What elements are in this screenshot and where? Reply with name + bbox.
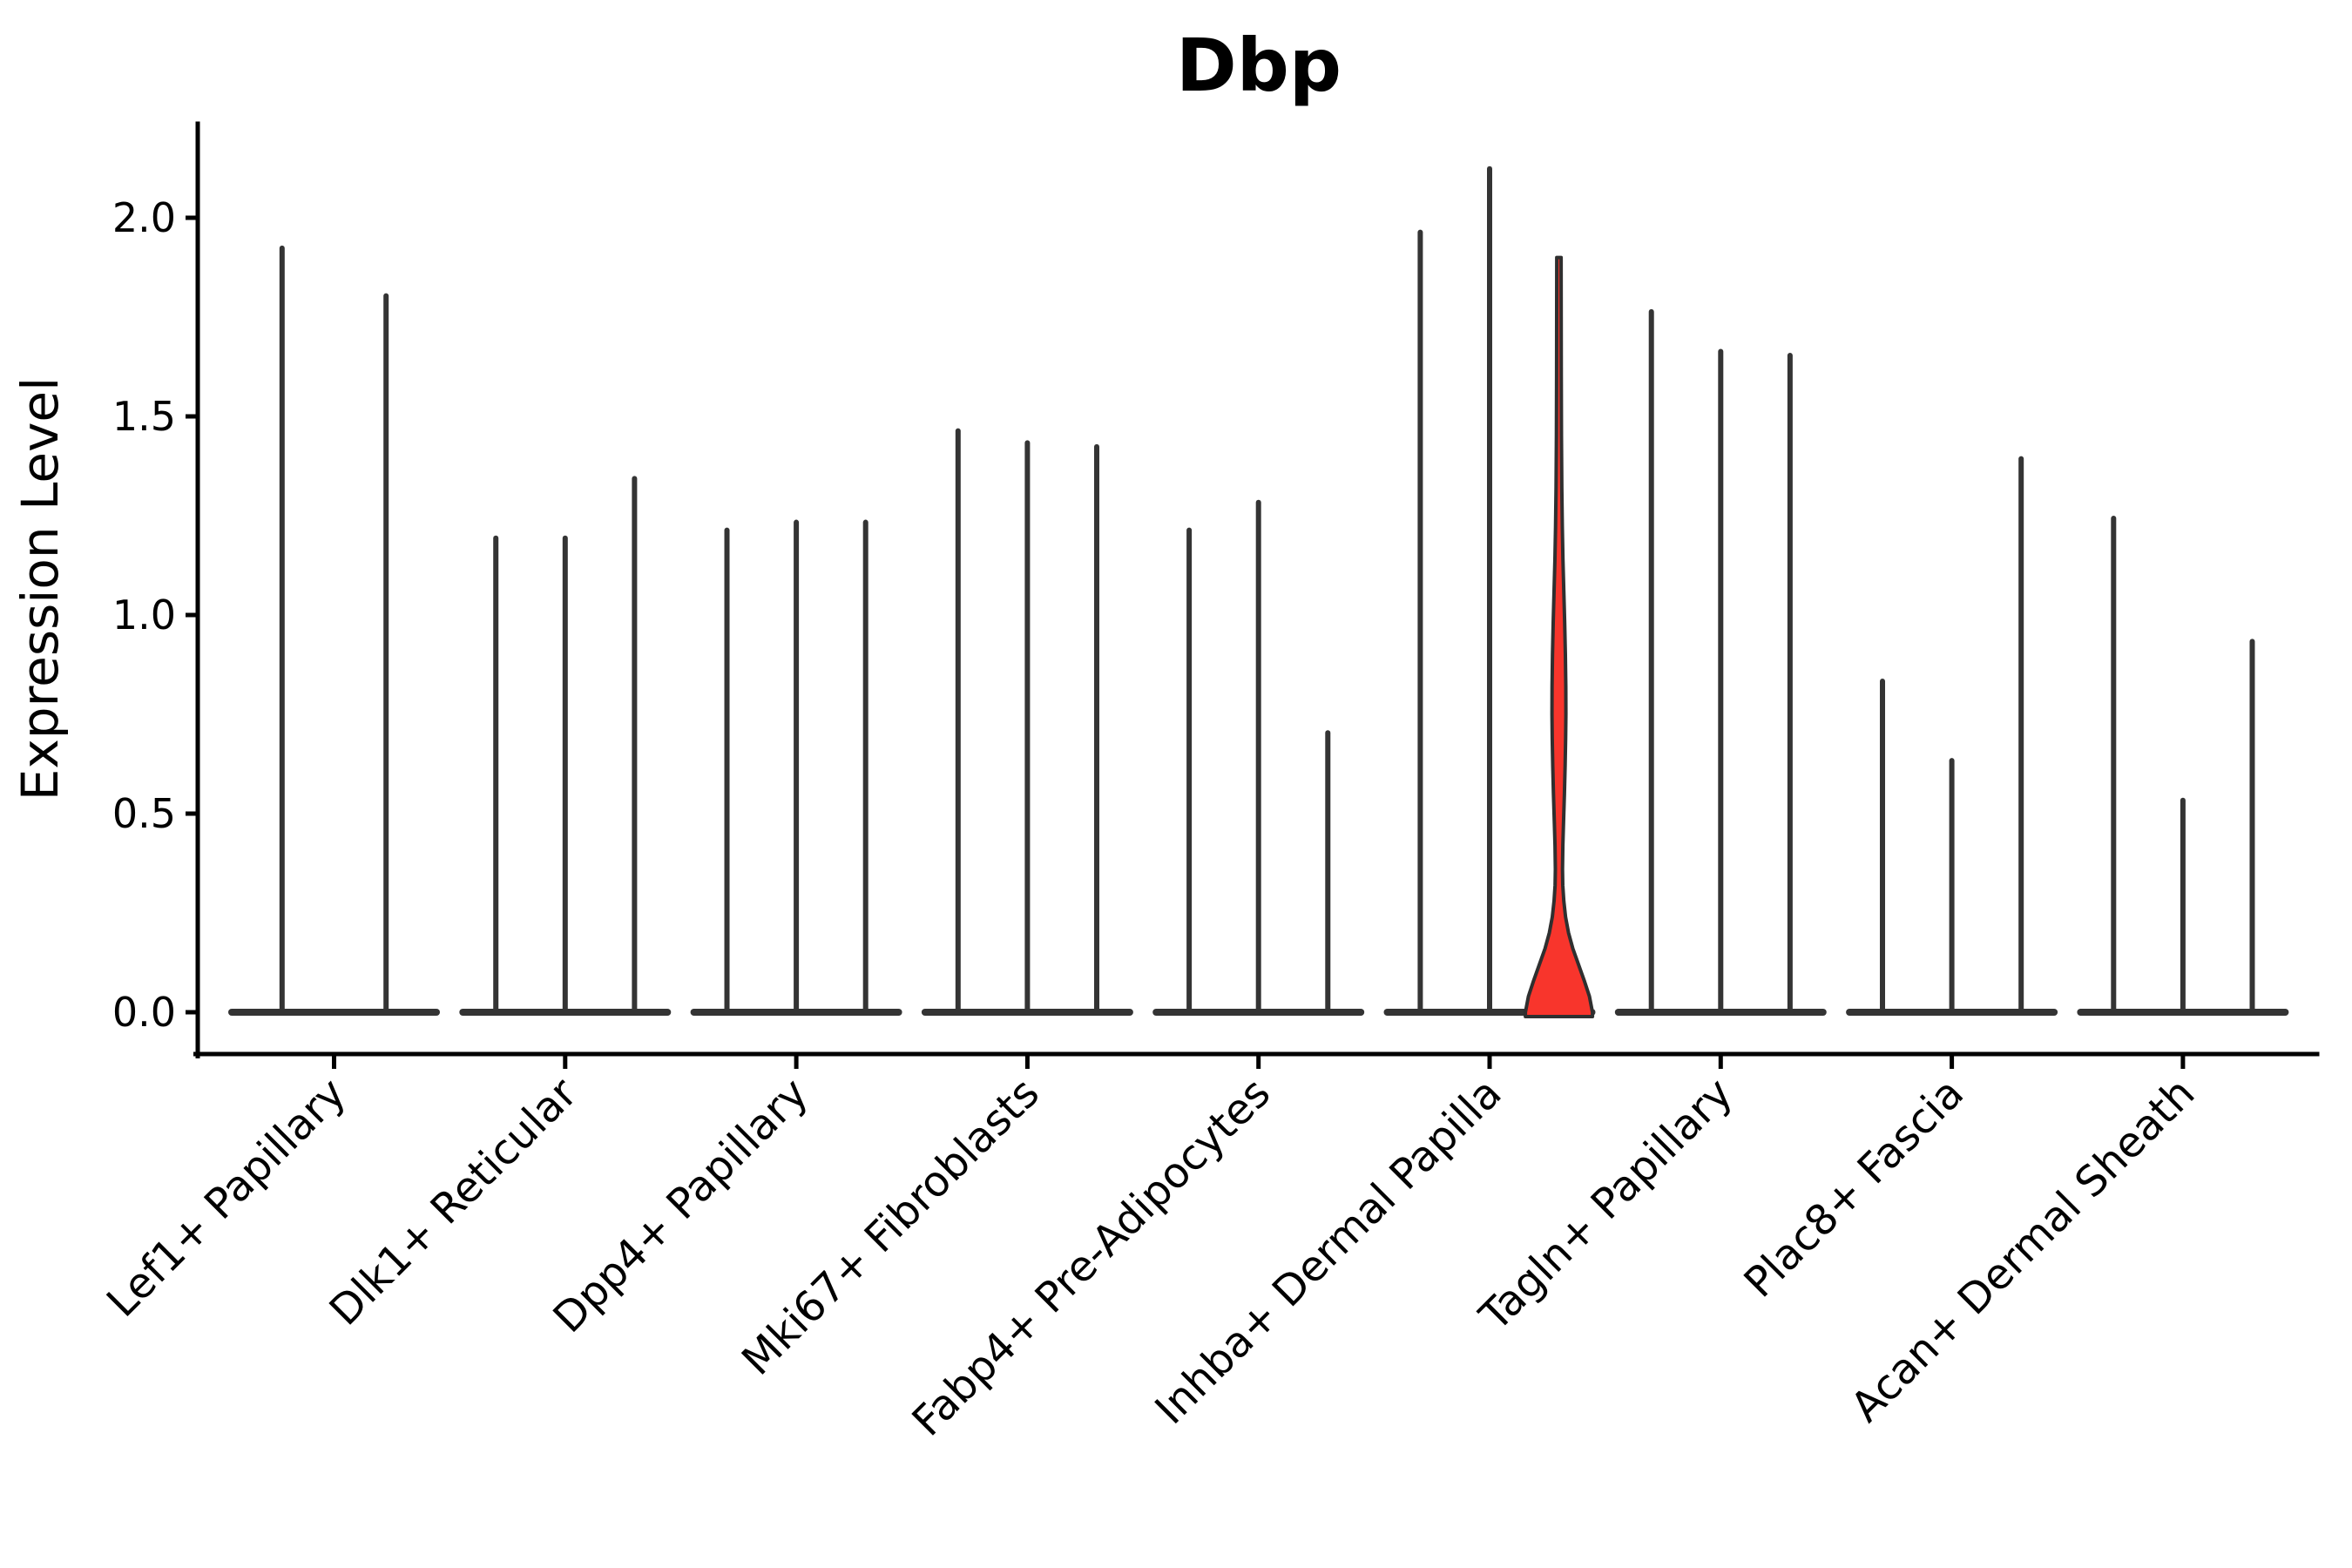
- y-tick-label: 1.5: [112, 393, 176, 440]
- y-tick-label: 0.5: [112, 790, 176, 837]
- x-axis-label: Lef1+ Papillary: [98, 1069, 355, 1327]
- y-tick-label: 0.0: [112, 989, 176, 1036]
- y-axis-label: Expression Level: [10, 377, 70, 801]
- chart-title: Dbp: [1176, 23, 1342, 108]
- x-axis-label: Dlk1+ Reticular: [321, 1069, 587, 1335]
- x-axis-label: Tagln+ Papillary: [1470, 1069, 1741, 1341]
- x-axis-label: Dpp4+ Papillary: [544, 1069, 818, 1342]
- y-tick-label: 1.0: [112, 591, 176, 639]
- x-axis-label: Plac8+ Fascia: [1735, 1069, 1974, 1308]
- highlighted-violin: [1524, 255, 1595, 1018]
- y-tick-label: 2.0: [112, 194, 176, 241]
